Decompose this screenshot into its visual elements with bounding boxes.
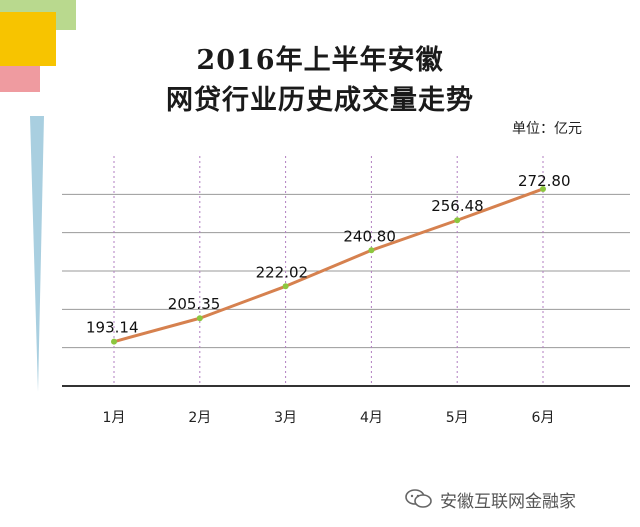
- data-label: 222.02: [256, 263, 309, 281]
- data-point: [282, 283, 289, 290]
- data-label: 205.35: [168, 295, 221, 313]
- x-tick-labels: 1月 2月 3月 4月 5月 6月: [103, 410, 555, 426]
- data-label: 240.80: [343, 227, 396, 245]
- x-tick-label: 3月: [274, 410, 297, 426]
- data-point: [196, 315, 203, 322]
- horizontal-gridlines: [62, 193, 630, 349]
- unit-label: 单位：亿元: [512, 121, 582, 137]
- chart-title-line-2: 网贷行业历史成交量走势: [166, 85, 474, 116]
- x-tick-label: 2月: [188, 410, 211, 426]
- side-ribbon-decoration: [30, 116, 44, 392]
- data-point: [454, 217, 461, 224]
- data-point-markers: [111, 185, 546, 345]
- corner-decoration-pink: [0, 66, 40, 92]
- data-label: 256.48: [431, 197, 484, 215]
- data-labels: 193.14 205.35 222.02 240.80 256.48 272.80: [86, 172, 571, 337]
- data-point: [368, 247, 375, 254]
- watermark: 安徽互联网金融家: [404, 487, 576, 512]
- data-point: [111, 338, 117, 345]
- data-point: [540, 185, 546, 192]
- data-label: 193.14: [86, 319, 139, 337]
- vertical-gridlines: [113, 156, 544, 386]
- chart-title-line-1: 2016年上半年安徽: [196, 45, 444, 76]
- watermark-text: 安徽互联网金融家: [440, 491, 576, 512]
- x-tick-label: 4月: [360, 410, 383, 426]
- wechat-icon: [405, 489, 432, 508]
- corner-decoration-yellow: [0, 12, 56, 66]
- x-tick-label: 6月: [532, 410, 555, 426]
- data-label: 272.80: [518, 172, 571, 190]
- x-tick-label: 1月: [103, 410, 126, 426]
- x-tick-label: 5月: [446, 410, 469, 426]
- series-line: [113, 187, 544, 344]
